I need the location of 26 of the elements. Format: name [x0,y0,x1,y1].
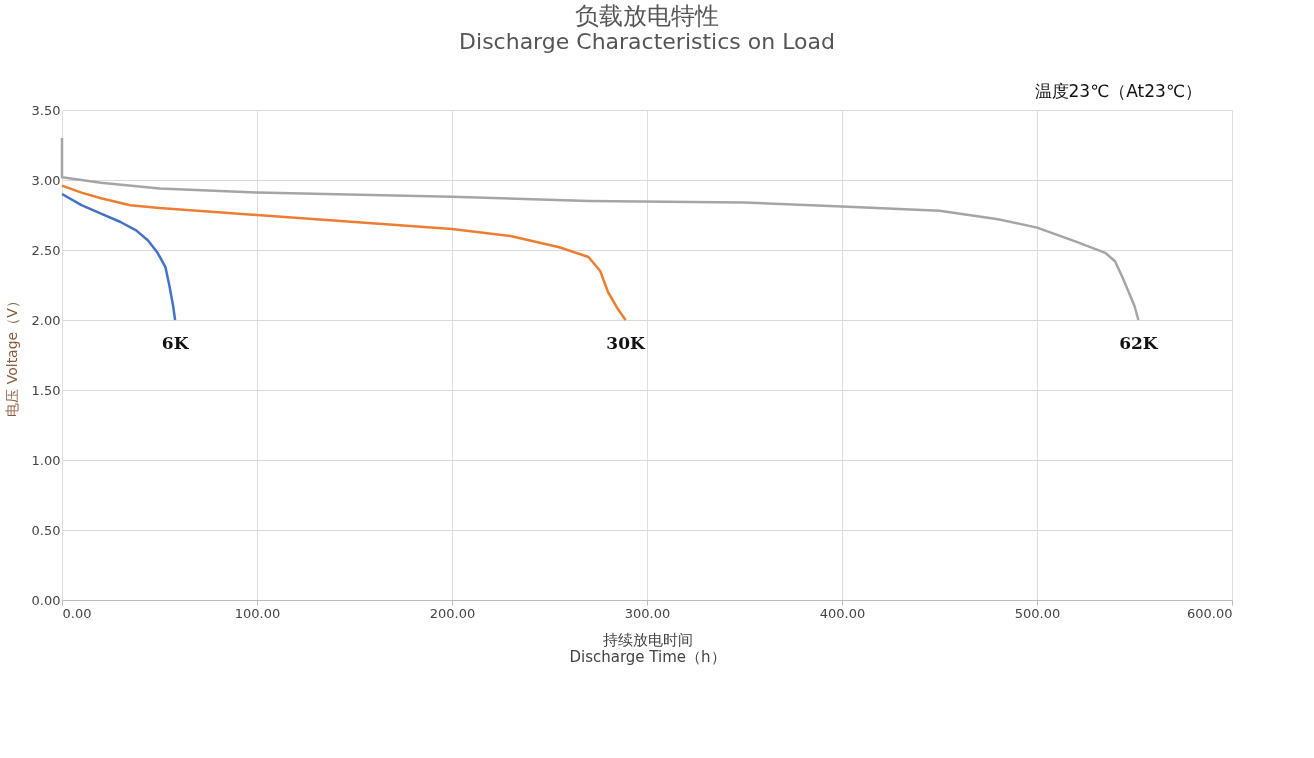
x-tick-label: 600.00 [1187,605,1233,621]
x-tick-label: 100.00 [234,605,281,621]
text: 温度23℃（At23℃） [1034,81,1202,101]
x-tick-label: 500.00 [1014,605,1061,621]
chart-title: 负载放电特性 [575,2,719,30]
y-tick-label: 2.50 [31,242,61,258]
line-series [60,192,177,322]
x-axis-title: 持续放电时间 Discharge Time（h） [569,630,726,666]
line-series [60,136,1140,322]
series-label: 6K [161,333,190,353]
chart-subtitle: Discharge Characteristics on Load [459,29,835,54]
x-tick-label: 400.00 [819,605,866,621]
y-tick-label: 3.00 [31,172,61,188]
series-label: 62K [1119,333,1159,353]
x-tick-label: 0.00 [62,605,92,621]
y-tick-label: 0.50 [31,522,61,538]
y-tick-label: 2.00 [31,312,61,328]
y-tick-label: 1.00 [31,452,61,468]
line-series [60,184,627,322]
x-tick-label: 200.00 [429,605,476,621]
y-tick-label: 0.00 [31,592,61,608]
x-tick-label: 300.00 [624,605,671,621]
y-tick-label: 1.50 [31,382,61,398]
y-axis-title: 电压 Voltage（V） [3,294,20,417]
y-tick-label: 3.50 [31,102,61,118]
series-label: 30K [606,333,646,353]
